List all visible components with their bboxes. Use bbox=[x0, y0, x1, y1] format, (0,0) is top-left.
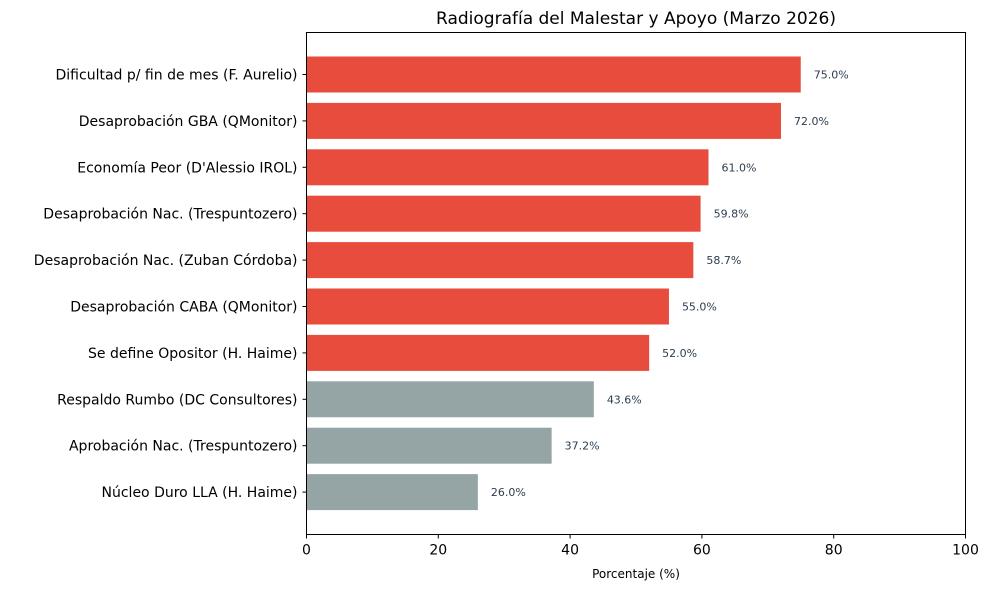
category-label: Núcleo Duro LLA (H. Haime) bbox=[102, 485, 298, 501]
value-label: 52.0% bbox=[662, 347, 697, 360]
value-label: 43.6% bbox=[607, 393, 642, 406]
category-label: Desaprobación Nac. (Zuban Córdoba) bbox=[34, 253, 298, 269]
bar bbox=[306, 102, 781, 139]
bars-group bbox=[306, 56, 801, 511]
bar bbox=[306, 242, 694, 279]
value-label: 72.0% bbox=[794, 115, 829, 128]
value-labels-group: 75.0% 72.0% 61.0% 59.8% 58.7% 55.0% 52.0% 43.6%… bbox=[491, 69, 849, 500]
x-tick-label: 0 bbox=[302, 543, 311, 559]
category-label: Dificultad p/ fin de mes (F. Aurelio) bbox=[56, 68, 298, 84]
category-labels-group: Dificultad p/ fin de mes (F. Aurelio) Des… bbox=[34, 68, 298, 502]
value-label: 55.0% bbox=[682, 301, 717, 314]
bar bbox=[306, 381, 594, 418]
category-label: Economía Peor (D'Alessio IROL) bbox=[77, 160, 297, 176]
bar bbox=[306, 195, 701, 232]
plot-frame bbox=[306, 32, 966, 535]
value-label: 26.0% bbox=[491, 486, 526, 499]
bar bbox=[306, 334, 650, 371]
value-label: 58.7% bbox=[706, 254, 741, 267]
value-label: 75.0% bbox=[814, 69, 849, 82]
category-label: Se define Opositor (H. Haime) bbox=[88, 346, 297, 362]
category-label: Respaldo Rumbo (DC Consultores) bbox=[57, 392, 297, 408]
bar bbox=[306, 474, 478, 511]
x-axis-label: Porcentaje (%) bbox=[592, 567, 680, 581]
value-label: 59.8% bbox=[714, 208, 749, 221]
x-axis-ticks-group: 0 20 40 60 80 100 bbox=[302, 74, 979, 559]
x-tick-label: 80 bbox=[825, 543, 843, 559]
bar bbox=[306, 56, 801, 93]
chart-title: Radiografía del Malestar y Apoyo (Marzo … bbox=[436, 9, 836, 29]
bar bbox=[306, 427, 552, 464]
x-tick-label: 100 bbox=[952, 543, 979, 559]
category-label: Aprobación Nac. (Trespuntozero) bbox=[69, 439, 298, 455]
value-label: 37.2% bbox=[565, 440, 600, 453]
category-label: Desaprobación Nac. (Trespuntozero) bbox=[43, 207, 297, 223]
x-tick-label: 20 bbox=[429, 543, 447, 559]
value-label: 61.0% bbox=[721, 161, 756, 174]
bar bbox=[306, 149, 709, 186]
x-tick-label: 60 bbox=[693, 543, 711, 559]
category-label: Desaprobación GBA (QMonitor) bbox=[79, 114, 298, 130]
x-tick-label: 40 bbox=[561, 543, 579, 559]
bar bbox=[306, 288, 669, 325]
category-label: Desaprobación CABA (QMonitor) bbox=[70, 300, 297, 316]
